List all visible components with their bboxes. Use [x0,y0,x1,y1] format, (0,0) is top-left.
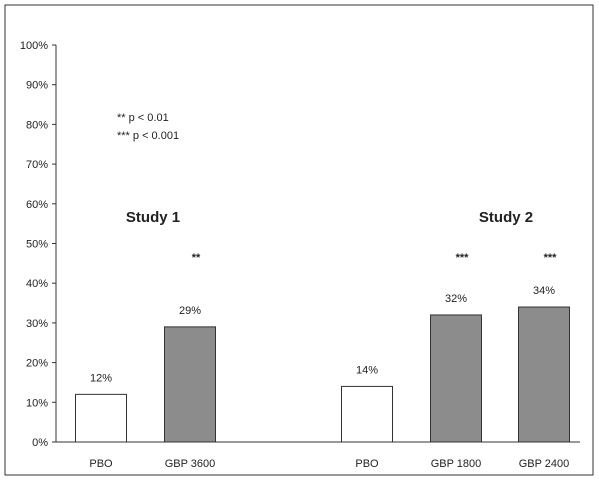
y-tick-label: 80% [26,119,48,131]
legend-sig-01: ** p < 0.01 [117,112,169,124]
significance-label: *** [544,252,558,264]
value-label: 32% [445,293,467,305]
legend-sig-001: *** p < 0.001 [117,130,179,142]
value-label: 29% [179,305,201,317]
value-label: 12% [90,372,112,384]
bar [75,393,127,443]
category-label: GBP 2400 [519,458,570,470]
y-tick-label: 20% [26,358,48,370]
chart-frame [4,4,594,476]
y-tick-label: 90% [26,80,48,92]
category-label: GBP 1800 [431,458,482,470]
value-label: 34% [533,285,555,297]
y-ticks: 0% 10% 20% 30% 40% 50% 60% 70% 80% 90% 100% [20,40,56,449]
y-tick-label: 0% [32,437,48,449]
y-tick-label: 30% [26,318,48,330]
significance-label: *** [456,252,470,264]
y-tick-label: 10% [26,397,48,409]
significance-label: ** [192,252,201,264]
bar [430,314,482,443]
study-1-label: Study 1 [126,209,180,226]
labels: 12% PBO 29% GBP 3600 ** 14% PBO 32% GBP 1800 *** 3… [89,252,569,470]
category-label: GBP 3600 [165,458,216,470]
y-tick-label: 40% [26,278,48,290]
bars [75,306,570,443]
category-label: PBO [89,458,113,470]
bar [164,326,216,443]
category-label: PBO [355,458,379,470]
study-2-label: Study 2 [479,209,533,226]
y-tick-label: 100% [20,40,48,52]
y-tick-label: 70% [26,159,48,171]
y-tick-label: 60% [26,199,48,211]
bar [518,306,570,443]
value-label: 14% [356,364,378,376]
y-tick-label: 50% [26,239,48,251]
bar [341,385,393,443]
